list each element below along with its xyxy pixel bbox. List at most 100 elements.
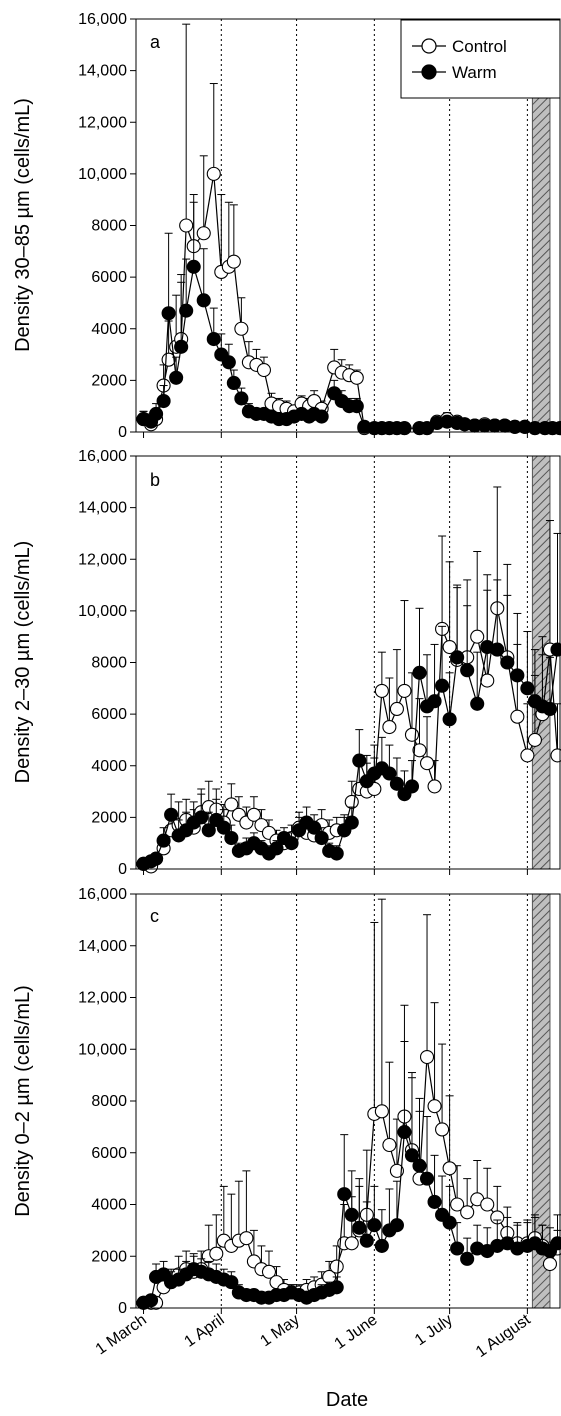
panel-b-warm-point-4 [164,807,179,822]
panel-a-warm-point-8 [186,259,201,274]
panel-c-series-warm [136,1040,561,1310]
panel-c-control-point-10 [209,1246,224,1261]
panel-c-y-tick-label-6: 12,000 [78,990,127,1007]
panel-b-control-point-33 [382,719,397,735]
panel-c-control-point-28 [344,1236,359,1251]
panel-c-warm-point-32 [374,1238,389,1253]
panel-a-series-warm [136,201,561,436]
panel-c-warm-point-34 [389,1218,404,1233]
panel-b-warm-point-33 [382,766,397,781]
panel-b-warm-point-24 [314,830,329,846]
panel-b-control-point-48 [510,709,525,724]
panel-b-control-point-53 [550,748,561,763]
panel-b-y-tick-label-3: 6000 [91,706,127,723]
panel-a-frame [135,18,561,433]
panel-c-warm-point-36 [404,1148,420,1163]
panel-c-warm-point-42 [450,1241,465,1256]
panel-a-warm-point-25 [314,409,329,424]
panel-b-warm-point-52 [542,701,558,717]
panel-b-warm-point-9 [201,823,216,838]
panel-b-reference-lines [220,456,528,869]
panel-a-letter: a [150,32,161,52]
panel-c-warm-point-43 [460,1251,475,1266]
panel-b-warm-point-37 [412,665,427,680]
panel-a-warm-point-29 [349,399,364,414]
panel-b-warm-point-11 [216,820,231,835]
panel-b-y-ticks: 0 2000 4000 6000 8000 10,000 12,000 14,000 16,00… [78,448,136,878]
panel-b-warm-point-46 [490,642,505,657]
panel-c-control-point-34 [389,1163,404,1178]
panel-a: a Density 30–85 µm (cells/mL) 0 2000 4000 6… [12,11,561,441]
panel-c-x-ticks [143,1308,528,1314]
panel-b-control-point-38 [419,756,435,771]
panel-b-warm-point-12 [224,830,239,846]
panel-a-warm-point-7 [179,303,194,318]
panel-b-warm-point-28 [344,815,359,830]
panel-a-warm-point-35 [397,421,412,436]
panel-b-warm-point-3 [156,833,171,848]
panel-a-control-point-10 [206,166,221,181]
panel-b-y-tick-label-5: 10,000 [78,603,127,620]
panel-c-y-tick-label-7: 14,000 [78,938,127,955]
panel-b-warm-point-49 [520,681,535,696]
panel-c-warm-point-38 [419,1171,435,1186]
panel-c-warm-point-12 [224,1275,239,1290]
panel-b-warm-point-39 [427,694,442,709]
panel-c-control-point-42 [450,1197,465,1212]
panel-b: b Density 2–30 µm (cells/mL) 0 2000 4000 60… [12,448,561,878]
panel-b-control-point-15 [246,807,261,822]
panel-b-warm-point-34 [389,776,404,791]
x-axis-title: Date [326,1389,368,1411]
panel-c-warm-point-41 [442,1215,457,1230]
x-tick-label-4: 1 July [412,1311,456,1349]
panel-c-control-point-43 [460,1205,475,1220]
panel-c-y-tick-label-8: 16,000 [78,886,127,903]
panel-a-control-point-9 [196,226,211,241]
panel-c-y-tick-label-1: 2000 [91,1248,127,1265]
panel-c-control-point-32 [374,1104,389,1119]
x-tick-label-2: 1 May [257,1311,302,1350]
panel-a-y-tick-label-6: 12,000 [78,114,127,131]
x-tick-label-3: 1 June [332,1311,381,1353]
panel-c-control-point-14 [239,1231,254,1246]
panel-b-series-warm [136,532,561,871]
panel-c-y-tick-label-3: 6000 [91,1145,127,1162]
panel-b-y-tick-label-0: 0 [118,861,127,878]
panel-c-warm-point-26 [329,1280,344,1295]
panel-b-warm-point-43 [460,663,475,678]
x-tick-label-0: 1 March [93,1311,150,1358]
panel-a-warm-point-6 [174,339,189,354]
panel-b-warm-point-29 [352,753,367,768]
panel-b-warm-point-18 [269,841,284,856]
panel-c-control-point-33 [382,1137,397,1153]
panel-c-warm-point-37 [412,1158,427,1173]
panel-a-ylabel: Density 30–85 µm (cells/mL) [12,98,34,352]
panel-c-ylabel: Density 0–2 µm (cells/mL) [12,985,34,1217]
panel-a-warm-point-13 [226,375,241,391]
panel-c-warm-point-28 [344,1207,359,1222]
panel-c-control-point-41 [442,1161,457,1176]
panel-b-letter: b [150,470,160,490]
panel-a-y-tick-label-1: 2000 [91,372,127,389]
legend-control-label: Control [452,37,507,56]
panel-b-y-tick-label-7: 14,000 [78,500,127,517]
panel-a-warm-point-3 [156,393,171,409]
panel-b-frame [135,455,561,870]
panel-b-warm-point-47 [500,655,515,670]
panel-b-control-point-39 [427,779,442,794]
panel-a-warm-point-12 [221,355,236,370]
panel-b-control-point-36 [404,727,420,742]
panel-c-warm-point-39 [427,1194,442,1209]
panel-a-warm-point-14 [234,391,249,406]
panel-c-control-point-38 [419,1049,435,1065]
panel-c-warm-point-53 [550,1236,561,1251]
panel-b-warm-point-8 [194,810,209,825]
panel-b-warm-point-42 [450,650,465,665]
panel-a-control-point-13 [226,254,241,269]
panel-c-control-point-40 [435,1122,450,1137]
panel-a-x-ticks [143,432,528,438]
panel-b-y-tick-label-4: 8000 [91,655,127,672]
panel-a-warm-point-4 [161,306,176,321]
panel-a-warm-point-9 [196,293,211,308]
